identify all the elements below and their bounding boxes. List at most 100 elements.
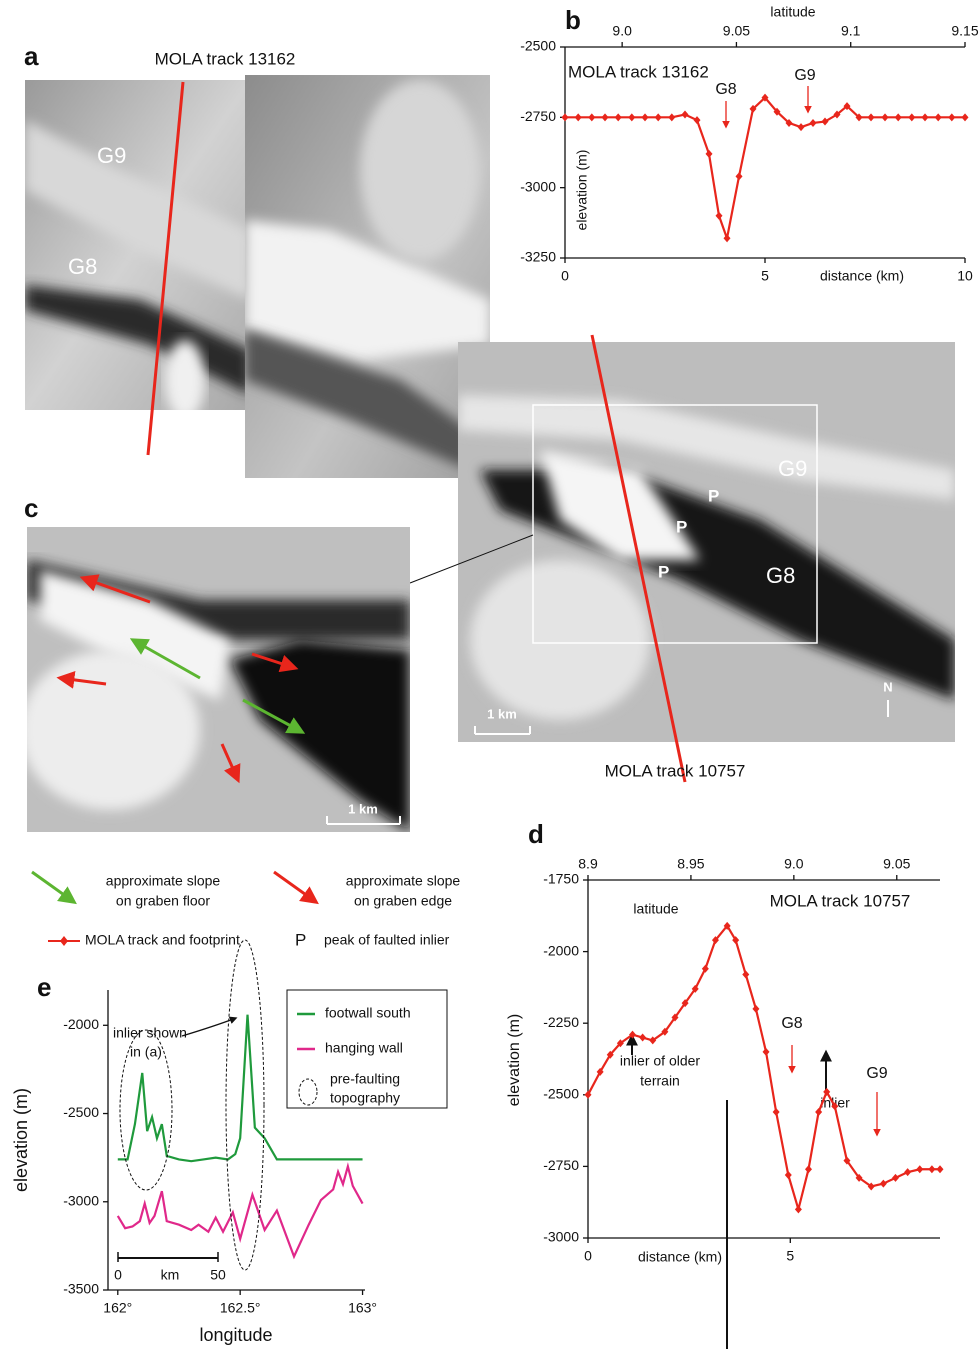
data-point bbox=[798, 123, 805, 131]
track-label: MOLA track 13162 bbox=[155, 49, 296, 68]
x-tick-label: 5 bbox=[786, 1248, 794, 1264]
north-label: N bbox=[883, 679, 892, 694]
y-tick-label: -3500 bbox=[63, 1281, 99, 1297]
data-point bbox=[922, 113, 929, 121]
data-point bbox=[763, 1048, 770, 1056]
figure: a MOLA track 13162 G9 G8 G9 G8 P P P 1 k… bbox=[0, 0, 980, 1349]
data-point bbox=[935, 113, 942, 121]
legend-arrow bbox=[32, 872, 74, 902]
panel-letter: e bbox=[37, 972, 51, 1002]
x-tick-label: 163° bbox=[348, 1300, 377, 1316]
annotation: in (a) bbox=[130, 1044, 162, 1060]
annotation: inlier shown bbox=[113, 1025, 187, 1041]
image-label: P bbox=[676, 517, 687, 536]
scale-label: km bbox=[161, 1267, 180, 1283]
data-point bbox=[602, 113, 609, 121]
scale-label: 1 km bbox=[348, 801, 378, 816]
panel-letter: b bbox=[565, 5, 581, 35]
data-point bbox=[716, 212, 723, 220]
annotation: G8 bbox=[715, 81, 736, 98]
y-tick-label: -2500 bbox=[520, 38, 556, 54]
legend-text: MOLA track and footprint bbox=[85, 932, 240, 948]
data-point bbox=[588, 113, 595, 121]
y-tick-label: -2500 bbox=[543, 1086, 579, 1102]
y-tick-label: -3000 bbox=[543, 1229, 579, 1245]
legend-text: on graben edge bbox=[354, 893, 452, 909]
image-label: G8 bbox=[68, 254, 97, 279]
data-point bbox=[937, 1165, 944, 1173]
data-point bbox=[575, 113, 582, 121]
data-point bbox=[615, 113, 622, 121]
x2-tick-label: 9.05 bbox=[883, 856, 910, 872]
panel-letter: d bbox=[528, 819, 544, 849]
image-label: G9 bbox=[778, 456, 807, 481]
annotation: G9 bbox=[866, 1065, 887, 1082]
data-point bbox=[904, 1168, 911, 1176]
x2-tick-label: 9.0 bbox=[612, 23, 632, 39]
x2-tick-label: 9.05 bbox=[723, 23, 750, 39]
y-tick-label: -1750 bbox=[543, 871, 579, 887]
y-tick-label: -3250 bbox=[520, 249, 556, 265]
x-tick-label: 162.5° bbox=[220, 1300, 261, 1316]
x-tick-label: 0 bbox=[584, 1248, 592, 1264]
y-tick-label: -2750 bbox=[543, 1157, 579, 1173]
chart-title: MOLA track 13162 bbox=[568, 62, 709, 81]
data-line bbox=[565, 98, 965, 239]
data-point bbox=[736, 172, 743, 180]
y-tick-label: -3000 bbox=[63, 1192, 99, 1208]
y-tick-label: -2750 bbox=[520, 108, 556, 124]
y-tick-label: -2500 bbox=[63, 1104, 99, 1120]
data-point bbox=[916, 1165, 923, 1173]
data-point bbox=[882, 113, 889, 121]
x2-axis-label: latitude bbox=[633, 901, 678, 917]
data-point bbox=[655, 113, 662, 121]
image-a bbox=[25, 80, 250, 420]
legend-text: approximate slope bbox=[346, 873, 461, 889]
annotation: G8 bbox=[781, 1015, 802, 1032]
data-point bbox=[668, 113, 675, 121]
legend-label: topography bbox=[330, 1090, 400, 1106]
x-tick-label: 10 bbox=[957, 268, 973, 284]
scale-label: 0 bbox=[114, 1267, 122, 1283]
data-line bbox=[118, 1166, 363, 1256]
data-point bbox=[822, 118, 829, 126]
annotation: inlier of older bbox=[620, 1053, 700, 1069]
x-tick-label: 5 bbox=[761, 268, 769, 284]
legend-marker bbox=[60, 936, 68, 946]
data-point bbox=[694, 116, 701, 124]
y-tick-label: -3000 bbox=[520, 178, 556, 194]
legend-text: approximate slope bbox=[106, 873, 221, 889]
data-point bbox=[562, 113, 569, 121]
x-axis-label: distance (km) bbox=[638, 1249, 722, 1265]
x2-tick-label: 8.9 bbox=[578, 856, 598, 872]
data-point bbox=[628, 113, 635, 121]
data-point bbox=[642, 113, 649, 121]
image-strip bbox=[245, 75, 490, 478]
x2-tick-label: 9.1 bbox=[841, 23, 861, 39]
y-axis-label: elevation (m) bbox=[574, 150, 590, 231]
legend-arrow bbox=[274, 872, 316, 902]
panel-letter: a bbox=[24, 41, 39, 71]
image-label: P bbox=[658, 562, 669, 581]
data-point bbox=[724, 234, 731, 242]
track-label: MOLA track 10757 bbox=[605, 761, 746, 780]
legend-text: on graben floor bbox=[116, 893, 211, 909]
legend-text: peak of faulted inlier bbox=[324, 932, 450, 948]
x-axis-label: longitude bbox=[199, 1325, 272, 1345]
chart-title: MOLA track 10757 bbox=[770, 891, 911, 910]
data-point bbox=[880, 1180, 887, 1188]
y-tick-label: -2000 bbox=[543, 942, 579, 958]
data-point bbox=[639, 1034, 646, 1042]
image-label: G8 bbox=[766, 563, 795, 588]
data-point bbox=[742, 971, 749, 979]
data-point bbox=[752, 1005, 759, 1013]
data-point bbox=[892, 1174, 899, 1182]
x2-axis-label: latitude bbox=[770, 4, 815, 20]
panel-letter: c bbox=[24, 493, 38, 523]
annotation: G9 bbox=[794, 67, 815, 84]
y-axis-label: elevation (m) bbox=[11, 1088, 31, 1192]
image-label: P bbox=[708, 486, 719, 505]
legend-label: pre-faulting bbox=[330, 1071, 400, 1087]
y-axis-label: elevation (m) bbox=[506, 1014, 523, 1106]
data-point bbox=[928, 1165, 935, 1173]
